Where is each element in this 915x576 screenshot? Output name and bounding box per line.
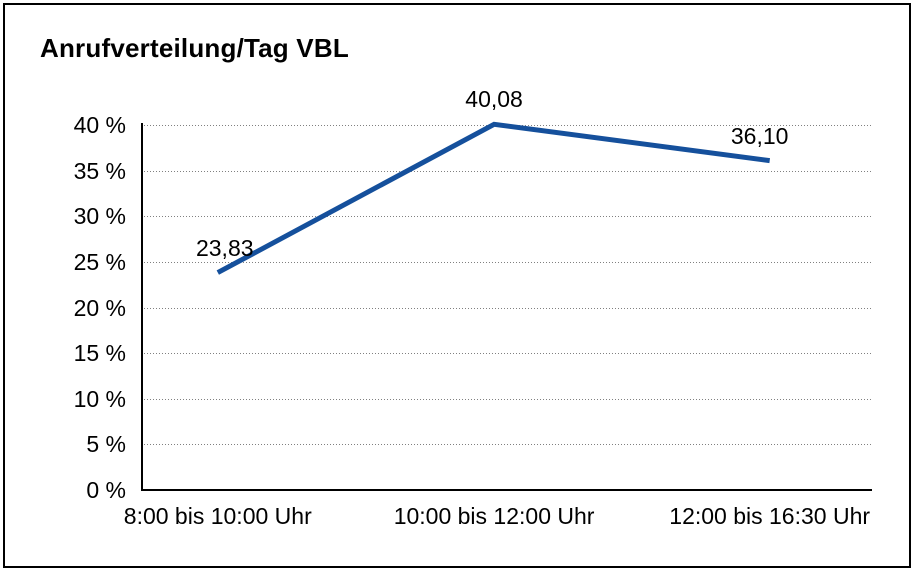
y-axis-line: [141, 123, 143, 490]
x-tick-label: 12:00 bis 16:30 Uhr: [669, 503, 871, 529]
y-tick-label: 5 %: [86, 431, 126, 458]
y-tick-label: 40 %: [73, 112, 126, 138]
plot-area: 23,83 40,08 36,10: [141, 86, 872, 491]
line-series: [216, 121, 771, 275]
gridline: [141, 170, 872, 172]
data-point-label: 40,08: [465, 86, 523, 113]
y-tick-label: 15 %: [73, 340, 126, 367]
gridline: [141, 444, 872, 446]
chart-title: Anrufverteilung/Tag VBL: [40, 33, 349, 63]
y-tick-label: 10 %: [73, 385, 126, 412]
gridline: [141, 261, 872, 263]
y-tick-label: 0 %: [86, 477, 126, 503]
gridline: [141, 353, 872, 355]
y-tick-label: 25 %: [73, 248, 126, 275]
line-series-svg: [216, 121, 771, 275]
y-tick-label: 35 %: [73, 157, 126, 184]
gridline: [141, 398, 872, 400]
x-tick-label: 8:00 bis 10:00 Uhr: [123, 503, 312, 529]
x-axis-line: [141, 489, 872, 491]
gridline: [141, 216, 872, 218]
data-point-label: 36,10: [730, 122, 789, 149]
data-point-label: 23,83: [195, 234, 254, 261]
gridline: [141, 307, 872, 309]
y-tick-label: 30 %: [73, 203, 126, 230]
y-tick-label: 20 %: [73, 294, 126, 321]
x-tick-label: 10:00 bis 12:00 Uhr: [393, 503, 595, 529]
